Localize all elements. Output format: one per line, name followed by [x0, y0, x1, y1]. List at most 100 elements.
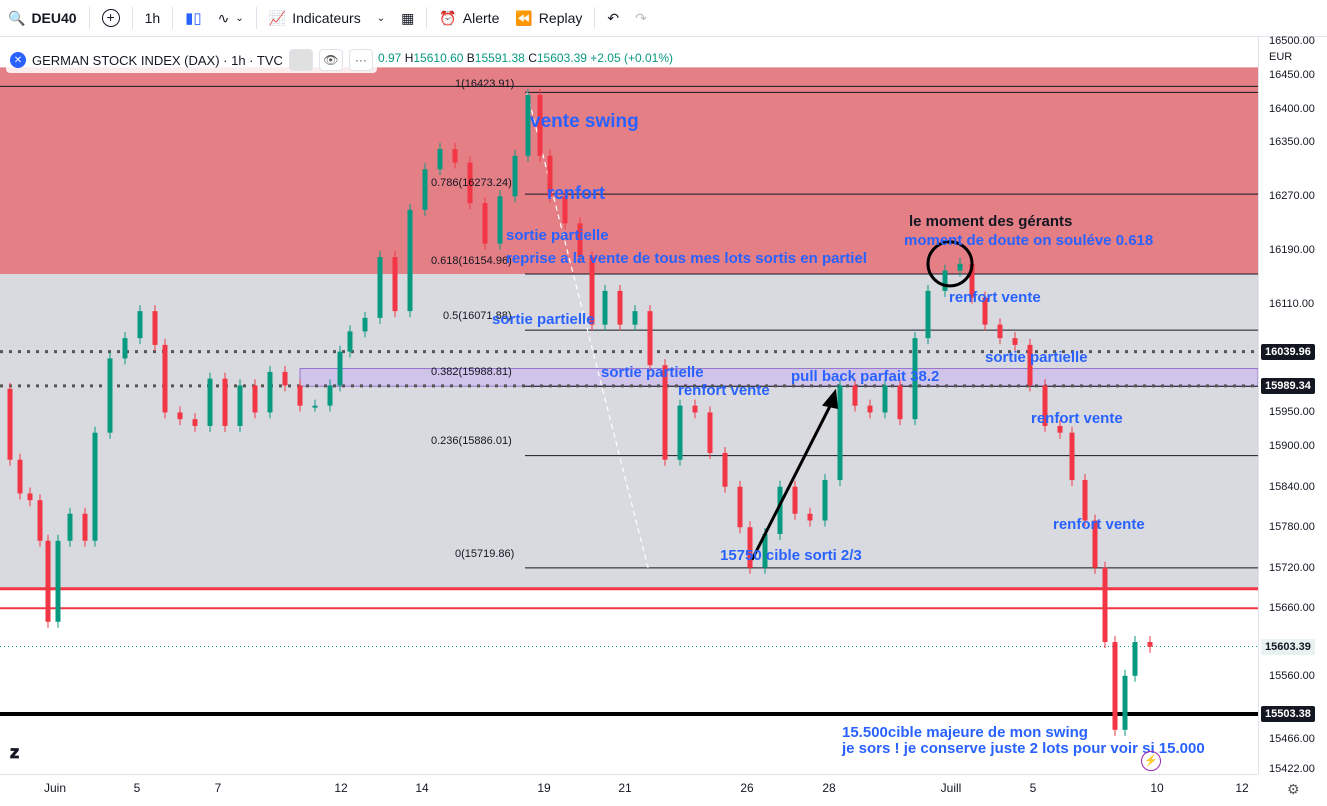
candle-body	[362, 317, 368, 332]
candle-body	[942, 270, 948, 291]
candle-body	[632, 311, 638, 325]
undo-button[interactable]: ↶	[599, 0, 627, 36]
compare-button[interactable]: +	[94, 0, 128, 36]
candle-body	[1027, 344, 1033, 386]
candle-body	[512, 155, 518, 197]
interval-label: 1h	[144, 10, 161, 26]
candle-body	[792, 486, 798, 514]
price-tick-label: 15422.00	[1269, 763, 1315, 775]
annotation[interactable]: reprise a la vente de tous mes lots sort…	[506, 250, 867, 267]
price-tick-label: 15840.00	[1269, 480, 1315, 493]
replay-button[interactable]: ⏪ Replay	[507, 0, 590, 36]
candle-body	[1132, 642, 1138, 676]
annotation[interactable]: pull back parfait 38.2	[791, 368, 940, 385]
annotation[interactable]: renfort vente	[949, 289, 1041, 306]
divider	[131, 7, 133, 29]
annotation[interactable]: le moment des gérants	[909, 213, 1073, 230]
ohlc-high-label: H	[404, 51, 414, 65]
time-tick-label: 10	[1150, 781, 1164, 795]
time-tick-label: 26	[740, 781, 754, 795]
line-type-button[interactable]: ∿ ⌄	[210, 0, 252, 36]
rewind-icon: ⏪	[515, 9, 533, 26]
time-tick-label: 12	[1235, 781, 1249, 795]
time-tick-label: 19	[537, 781, 551, 795]
annotation[interactable]: 15750 cible sorti 2/3	[720, 547, 862, 564]
flash-icon[interactable]: ⚡	[1141, 751, 1161, 771]
divider	[172, 7, 174, 29]
annotation[interactable]: renfort vente	[1053, 516, 1145, 533]
alert-button[interactable]: ⏰ Alerte	[431, 0, 507, 36]
symbol-search[interactable]: 🔍 DEU40	[0, 0, 85, 36]
candle-body	[867, 405, 873, 413]
annotation[interactable]: sortie partielle	[601, 364, 704, 381]
candle-body	[467, 162, 473, 204]
candle-body	[177, 412, 183, 420]
candle-body	[252, 385, 258, 413]
candle-body	[617, 290, 623, 325]
more-options-icon[interactable]: ···	[348, 49, 373, 71]
candle-body	[707, 412, 713, 453]
candle-body	[1147, 642, 1153, 647]
search-icon: 🔍	[8, 9, 26, 26]
time-tick-label: 21	[618, 781, 632, 795]
ohlc-close-label: C	[528, 51, 537, 65]
layouts-button[interactable]: ▦	[393, 0, 422, 36]
arrow-head	[822, 388, 838, 410]
price-tick-label: 16400.00	[1269, 102, 1315, 115]
time-axis[interactable]: Juin 5 7 12 14 19 21 26 28 Juill 5 10 12	[0, 774, 1258, 806]
candle-body	[337, 351, 343, 386]
highlight-circle	[926, 240, 974, 288]
candle-body	[997, 324, 1003, 339]
gear-icon[interactable]: ⚙	[1287, 781, 1300, 797]
eye-icon[interactable]: 👁	[318, 49, 343, 71]
candle-body	[222, 378, 228, 426]
price-tick-label: 16110.00	[1269, 298, 1315, 311]
alert-label: Alerte	[462, 10, 500, 26]
redo-button[interactable]: ↷	[627, 0, 655, 36]
annotation[interactable]: renfort	[547, 183, 605, 203]
candle-body	[837, 385, 843, 480]
candle-body	[82, 513, 88, 541]
price-tick-label: 16350.00	[1269, 136, 1315, 149]
time-tick-label: Juill	[940, 781, 962, 795]
time-tick-label: 28	[822, 781, 836, 795]
indicators-button[interactable]: 📈 Indicateurs ⌄	[261, 0, 393, 36]
price-level-tag[interactable]: 15503.38	[1261, 706, 1315, 723]
time-tick-label: 5	[133, 781, 141, 795]
annotation[interactable]: moment de doute on souléve 0.618	[904, 232, 1154, 249]
divider	[426, 7, 428, 29]
price-level-tag[interactable]: 15989.34	[1261, 377, 1315, 394]
candle-body	[17, 459, 23, 494]
divider	[594, 7, 596, 29]
close-x-icon[interactable]: ✕	[10, 52, 26, 68]
candle-body	[347, 331, 353, 352]
pullback-arrow	[750, 399, 835, 561]
fib-label-0382: 0.382(15988.81)	[431, 366, 512, 378]
annotation[interactable]: je sors ! je conserve juste 2 lots pour …	[842, 740, 1205, 757]
tradingview-logo[interactable]: 𝐳	[10, 742, 20, 762]
candle-body	[377, 257, 383, 318]
interval-button[interactable]: 1h	[137, 0, 169, 36]
annotation[interactable]: sortie partielle	[492, 311, 595, 328]
chart-canvas[interactable]	[0, 37, 1258, 774]
annotation[interactable]: sortie partielle	[506, 227, 609, 244]
candle-body	[1082, 479, 1088, 521]
candle-body	[777, 486, 783, 534]
price-level-tag[interactable]: 15603.39	[1261, 638, 1315, 655]
candle-body	[547, 155, 553, 197]
grid-icon: ▦	[401, 9, 415, 26]
price-axis[interactable]: EUR 16500.00 16450.00 16400.00 16350.00 1627…	[1258, 35, 1327, 775]
annotation[interactable]: vente swing	[530, 111, 639, 132]
currency-label[interactable]: EUR	[1269, 51, 1293, 63]
fib-label-0: 0(15719.86)	[455, 548, 515, 560]
candle-body	[27, 493, 33, 501]
annotation[interactable]: renfort vente	[678, 382, 770, 399]
annotation[interactable]: 15.500cible majeure de mon swing	[842, 724, 1088, 741]
annotation[interactable]: renfort vente	[1031, 410, 1123, 427]
price-tick-label: 15780.00	[1269, 521, 1315, 534]
chart-thumbnail-icon[interactable]	[288, 49, 313, 71]
annotation[interactable]: sortie partielle	[985, 349, 1088, 366]
time-tick-label: 12	[334, 781, 348, 795]
candles-type-button[interactable]: ▮▯	[177, 0, 210, 36]
price-level-tag[interactable]: 16039.96	[1261, 343, 1315, 360]
